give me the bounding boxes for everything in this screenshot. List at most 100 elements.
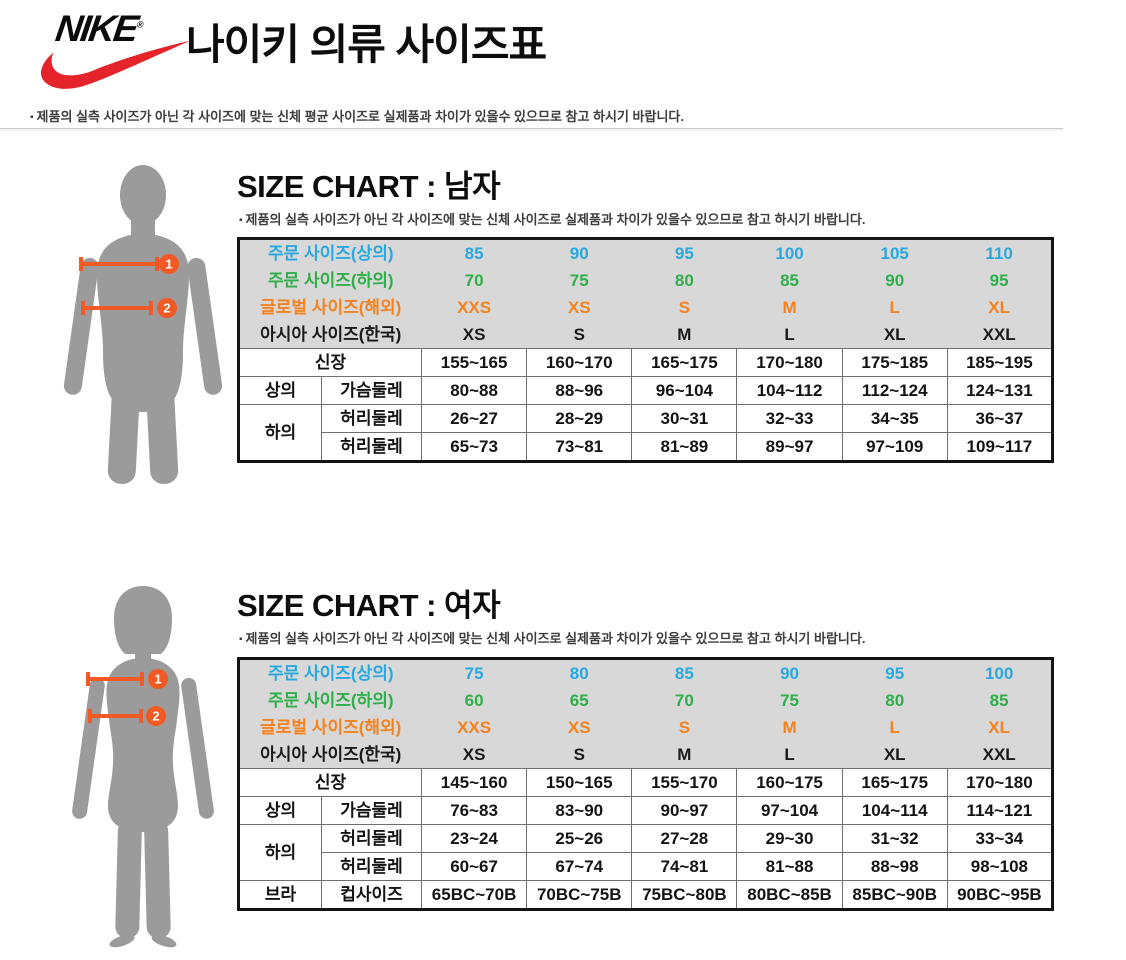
female-body-silhouette (72, 586, 214, 948)
size-code-value: S (631, 294, 737, 321)
measure-label: 허리둘레 (321, 824, 422, 853)
measurement-value: 32~33 (736, 404, 843, 433)
measurement-value: 26~27 (420, 404, 528, 433)
measurement-value: 28~29 (526, 404, 633, 433)
size-code-value: 90 (842, 267, 948, 294)
measure-label: 가슴둘레 (321, 376, 422, 405)
measurement-value: 185~195 (946, 348, 1054, 377)
measurement-value: 25~26 (526, 824, 633, 853)
size-code-label: 주문 사이즈(하의) (238, 267, 422, 294)
nike-swoosh-icon (40, 40, 191, 89)
top-disclaimer-text: 제품의 실측 사이즈가 아닌 각 사이즈에 맞는 신체 평균 사이즈로 실제품과… (36, 109, 684, 124)
size-code-value: 70 (421, 267, 527, 294)
measurement-value: 160~175 (736, 768, 843, 797)
measure-label: 허리둘레 (321, 432, 422, 462)
size-code-value: 95 (947, 267, 1053, 294)
size-code-value: 80 (842, 687, 948, 714)
size-code-value: S (526, 321, 632, 349)
size-code-value: 85 (631, 658, 737, 687)
measurement-value: 114~121 (946, 796, 1054, 825)
size-code-value: XXL (947, 741, 1053, 769)
row-label: 신장 (238, 768, 422, 797)
category-label: 상의 (238, 376, 322, 405)
size-code-label: 주문 사이즈(하의) (238, 687, 422, 714)
size-code-value: L (736, 741, 843, 769)
page-title: 나이키 의류 사이즈표 (186, 21, 547, 68)
row-label: 신장 (238, 348, 422, 377)
section-heading-men: SIZE CHART : 남자 (237, 169, 501, 204)
marker-1-badge: 1 (148, 669, 168, 689)
measurement-row: 신장 155~165 160~170 165~175 170~180 175~185 185… (238, 348, 1054, 377)
male-body-silhouette (63, 165, 223, 484)
measurement-row: 상의 가슴둘레 76~83 83~90 90~97 97~104 104~114 114~12… (238, 796, 1054, 825)
measurement-row: 상의 가슴둘레 80~88 88~96 96~104 104~112 112~124 124~… (238, 376, 1054, 405)
measurement-value: 104~112 (736, 376, 843, 405)
size-code-value: 65 (526, 687, 632, 714)
measurement-value: 109~117 (946, 432, 1054, 462)
measurement-value: 90~97 (631, 796, 738, 825)
size-code-value: M (631, 741, 737, 769)
size-code-value: S (526, 741, 632, 769)
measurement-value: 75BC~80B (631, 880, 738, 910)
section-heading-women: SIZE CHART : 여자 (237, 588, 501, 623)
size-code-value: 90 (736, 658, 843, 687)
bust-measure-arrow (86, 672, 144, 686)
size-code-label: 아시아 사이즈(한국) (238, 321, 422, 349)
category-label: 상의 (238, 796, 322, 825)
measurement-value: 70BC~75B (526, 880, 633, 910)
size-code-row: 아시아 사이즈(한국) XS S M L XL XXL (238, 321, 1053, 349)
measurement-value: 33~34 (946, 824, 1054, 853)
size-code-value: XS (421, 321, 527, 349)
size-code-value: 100 (947, 658, 1053, 687)
size-table-women: 주문 사이즈(상의) 75 80 85 90 95 100 주문 사이즈(하의) 60 65 70 7… (237, 657, 1054, 911)
measurement-value: 170~180 (946, 768, 1054, 797)
measurement-value: 73~81 (526, 432, 633, 462)
measurement-row: 브라 컵사이즈 65BC~70B 70BC~75B 75BC~80B 80BC~85B 85… (238, 880, 1054, 910)
size-code-value: M (736, 294, 843, 321)
measurement-value: 80BC~85B (736, 880, 843, 910)
measurement-value: 170~180 (736, 348, 843, 377)
size-code-value: 105 (842, 238, 948, 267)
measure-label: 컵사이즈 (321, 880, 422, 910)
size-code-value: XS (526, 714, 632, 741)
size-code-value: XXL (947, 321, 1053, 349)
measurement-value: 160~170 (526, 348, 633, 377)
nike-logo: NIKE® ® (38, 8, 193, 98)
marker-1-number: 1 (154, 672, 161, 687)
size-code-row: 아시아 사이즈(한국) XS S M L XL XXL (238, 741, 1053, 769)
size-code-value: 75 (526, 267, 632, 294)
marker-2-badge: 2 (157, 298, 177, 318)
size-code-value: 110 (947, 238, 1053, 267)
bullet-icon: ▪ (239, 634, 243, 645)
measurement-value: 67~74 (526, 852, 633, 881)
measurement-value: 98~108 (946, 852, 1054, 881)
marker-1-badge: 1 (159, 254, 179, 274)
measurement-value: 76~83 (420, 796, 528, 825)
size-code-value: M (631, 321, 737, 349)
size-code-value: 85 (947, 687, 1053, 714)
waist-measure-arrow (88, 709, 143, 723)
measurement-value: 155~170 (631, 768, 738, 797)
size-code-row: 주문 사이즈(상의) 75 80 85 90 95 100 (238, 658, 1053, 687)
measurement-value: 85BC~90B (841, 880, 948, 910)
size-code-row: 주문 사이즈(하의) 60 65 70 75 80 85 (238, 687, 1053, 714)
size-code-value: XS (421, 741, 527, 769)
size-code-value: M (736, 714, 843, 741)
size-code-value: 80 (631, 267, 737, 294)
size-code-value: 100 (736, 238, 843, 267)
size-code-value: XL (842, 321, 948, 349)
size-code-label: 주문 사이즈(상의) (238, 658, 422, 687)
measurement-value: 165~175 (631, 348, 738, 377)
measurement-value: 34~35 (841, 404, 948, 433)
marker-1-number: 1 (165, 257, 172, 272)
size-code-value: XXS (421, 714, 527, 741)
size-code-value: XL (947, 714, 1053, 741)
size-table-men: 주문 사이즈(상의) 85 90 95 100 105 110 주문 사이즈(하의) 70 75 8… (237, 237, 1054, 463)
size-code-value: 95 (631, 238, 737, 267)
waist-measure-arrow (81, 301, 153, 315)
category-label: 하의 (238, 824, 322, 881)
chest-measure-arrow (79, 257, 159, 271)
size-code-label: 글로벌 사이즈(해외) (238, 714, 422, 741)
measurement-value: 175~185 (841, 348, 948, 377)
